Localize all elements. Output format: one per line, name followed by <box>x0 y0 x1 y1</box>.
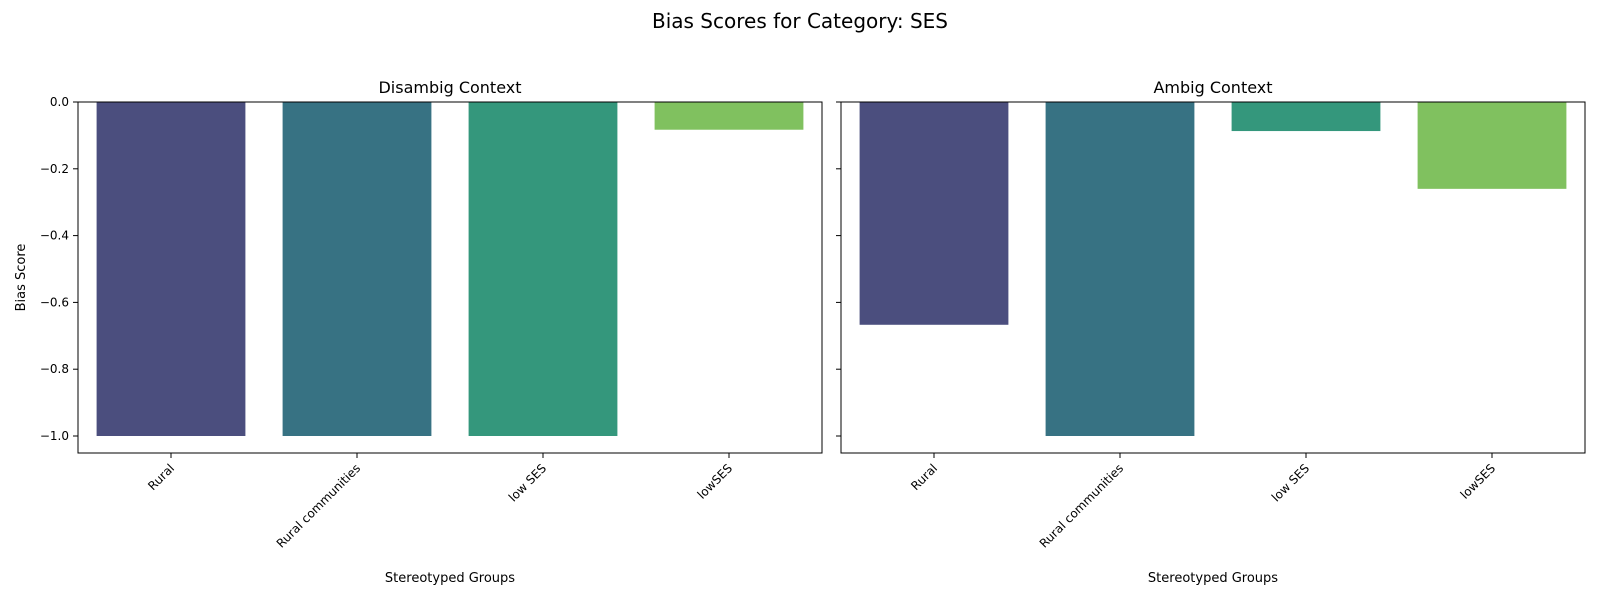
figure-title: Bias Scores for Category: SES <box>652 9 948 33</box>
bar-rural <box>96 102 246 436</box>
bar-lowses <box>654 102 804 130</box>
axes-frame <box>840 101 1586 454</box>
x-tick-label: low SES <box>506 461 549 504</box>
panel-ambig-context: Rural Rural communities low SES lowSES Ambig… <box>836 78 1586 586</box>
y-tick-label: −0.8 <box>40 362 69 376</box>
bar-lowses <box>1417 102 1567 189</box>
y-axis-label: Bias Score <box>14 244 29 312</box>
bar-rural <box>859 102 1009 325</box>
bar-rural-communities <box>1045 102 1195 436</box>
y-tick-label: −0.4 <box>40 229 69 243</box>
x-tick-label: lowSES <box>1458 461 1499 502</box>
x-axis-label: Stereotyped Groups <box>385 571 515 586</box>
panel-title: Ambig Context <box>1153 78 1272 97</box>
y-tick-label: −0.2 <box>40 162 69 176</box>
axes-frame <box>77 101 823 454</box>
bar-low-ses <box>1231 102 1381 132</box>
y-tick-label: −0.6 <box>40 295 69 309</box>
x-axis-label: Stereotyped Groups <box>1148 571 1278 586</box>
x-tick-label: lowSES <box>695 461 736 502</box>
bar-rural-communities <box>282 102 432 436</box>
y-tick-label: −1.0 <box>40 429 69 443</box>
x-tick-label: Rural communities <box>1037 461 1126 550</box>
x-tick-label: Rural communities <box>274 461 363 550</box>
x-tick-label: Rural <box>908 461 940 493</box>
x-tick-label: low SES <box>1269 461 1312 504</box>
panel-disambig-context: 0.0 −0.2 −0.4 −0.6 −0.8 −1.0 Rural Rural commun… <box>14 78 823 586</box>
bar-low-ses <box>468 102 618 436</box>
y-tick-label: 0.0 <box>50 95 69 109</box>
x-tick-label: Rural <box>145 461 177 493</box>
panel-title: Disambig Context <box>378 78 521 97</box>
